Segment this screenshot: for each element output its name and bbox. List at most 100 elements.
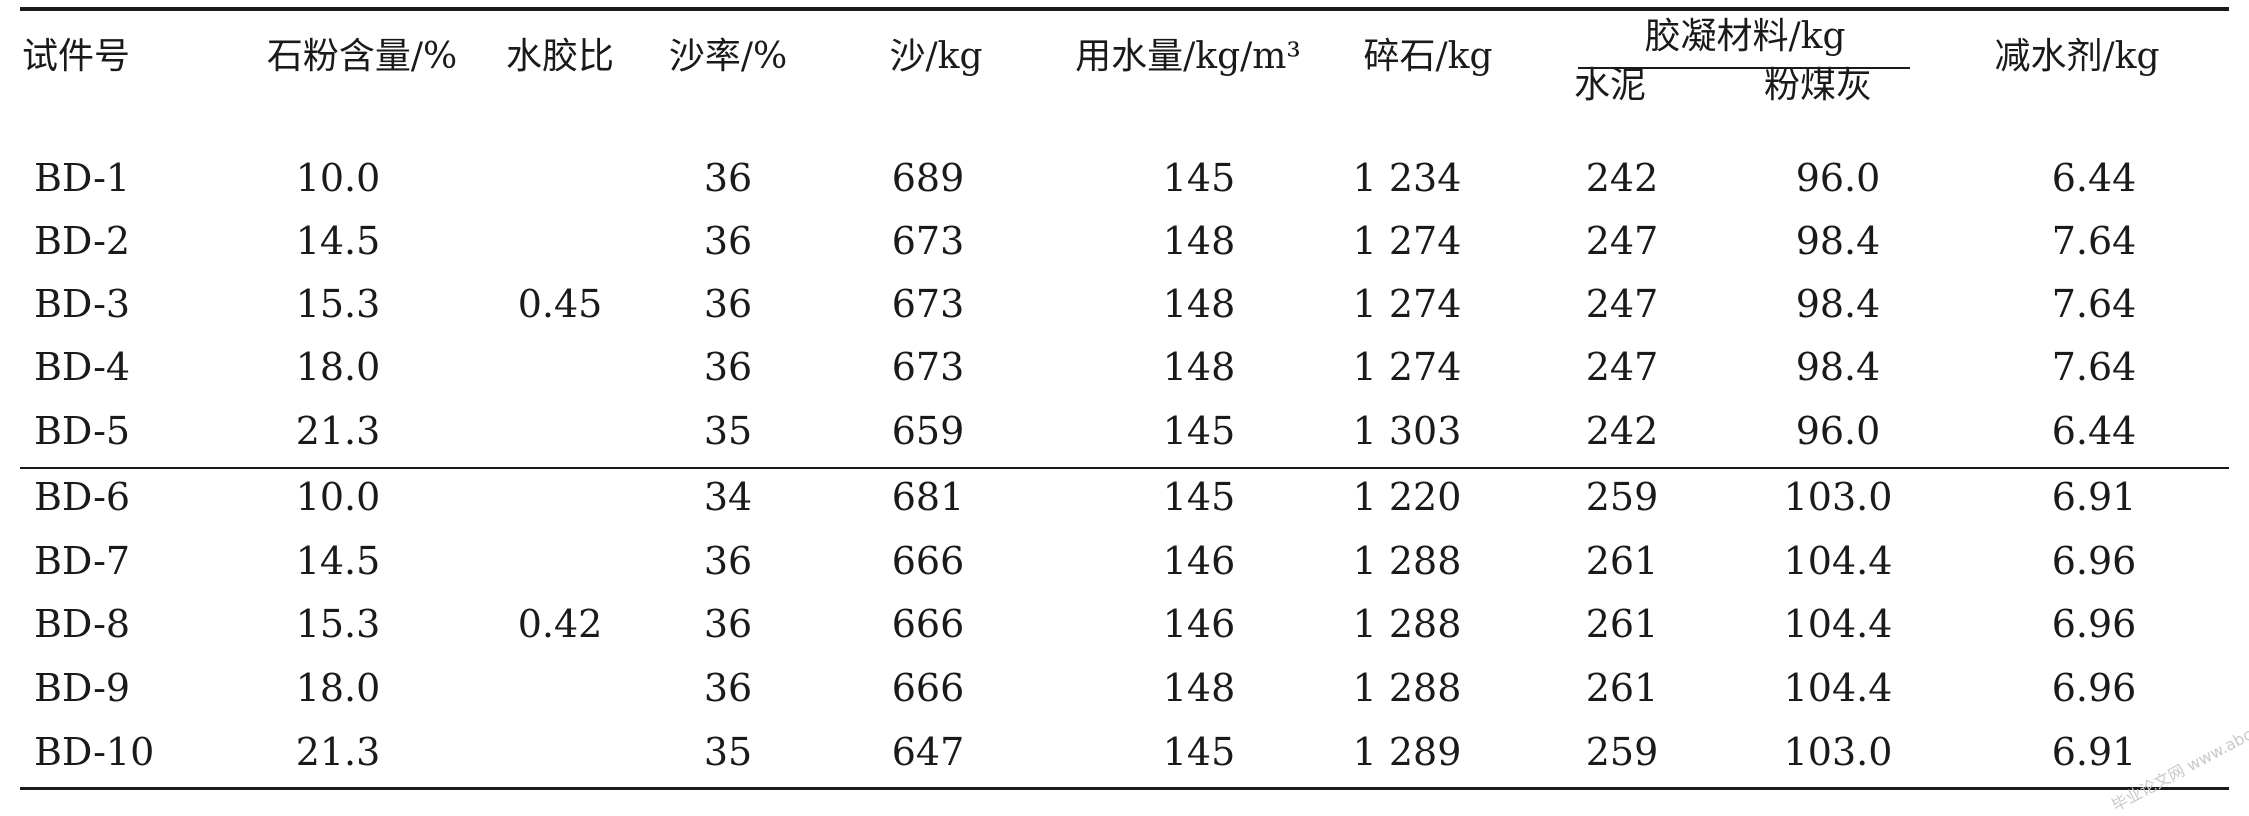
cell-cement: 259 bbox=[1585, 730, 1659, 774]
cell-gravel: 1 288 bbox=[1352, 666, 1462, 710]
cell-sand: 681 bbox=[891, 475, 965, 519]
cell-reducer: 6.96 bbox=[2051, 666, 2137, 710]
cell-water: 148 bbox=[1162, 219, 1236, 263]
cell-stone-powder: 14.5 bbox=[295, 539, 381, 583]
cell-flyash: 103.0 bbox=[1783, 730, 1893, 774]
cell-stone-powder: 21.3 bbox=[295, 730, 381, 774]
cell-sand-ratio: 35 bbox=[703, 409, 753, 453]
cell-cement: 242 bbox=[1585, 409, 1659, 453]
cell-water: 146 bbox=[1162, 602, 1236, 646]
cell-stone-powder: 18.0 bbox=[295, 666, 381, 710]
cell-specimen: BD-6 bbox=[34, 475, 131, 519]
cell-sand-ratio: 36 bbox=[703, 282, 753, 326]
cell-gravel: 1 220 bbox=[1352, 475, 1462, 519]
header-gravel: 碎石/kg bbox=[1363, 36, 1493, 77]
cell-gravel: 1 274 bbox=[1352, 282, 1462, 326]
cell-water: 145 bbox=[1162, 156, 1236, 200]
wb-ratio-group-2: 0.42 bbox=[517, 602, 603, 646]
cell-specimen: BD-1 bbox=[34, 156, 131, 200]
cell-stone-powder: 10.0 bbox=[295, 475, 381, 519]
cell-water: 145 bbox=[1162, 475, 1236, 519]
cell-reducer: 6.44 bbox=[2051, 409, 2137, 453]
cell-sand-ratio: 34 bbox=[703, 475, 753, 519]
header-stone-powder: 石粉含量/% bbox=[266, 36, 458, 77]
cell-reducer: 7.64 bbox=[2051, 345, 2137, 389]
cell-sand: 666 bbox=[891, 539, 965, 583]
cell-gravel: 1 274 bbox=[1352, 219, 1462, 263]
cell-stone-powder: 14.5 bbox=[295, 219, 381, 263]
cell-specimen: BD-3 bbox=[34, 282, 131, 326]
cell-sand-ratio: 36 bbox=[703, 666, 753, 710]
cell-water: 146 bbox=[1162, 539, 1236, 583]
cell-gravel: 1 303 bbox=[1352, 409, 1462, 453]
cell-water: 148 bbox=[1162, 666, 1236, 710]
cell-flyash: 96.0 bbox=[1795, 156, 1881, 200]
cell-cement: 261 bbox=[1585, 539, 1659, 583]
cell-gravel: 1 234 bbox=[1352, 156, 1462, 200]
cell-sand: 666 bbox=[891, 602, 965, 646]
cell-cement: 247 bbox=[1585, 219, 1659, 263]
cell-reducer: 6.96 bbox=[2051, 602, 2137, 646]
cell-sand-ratio: 36 bbox=[703, 156, 753, 200]
cell-specimen: BD-5 bbox=[34, 409, 131, 453]
cell-water: 145 bbox=[1162, 409, 1236, 453]
cell-stone-powder: 15.3 bbox=[295, 602, 381, 646]
cell-gravel: 1 288 bbox=[1352, 539, 1462, 583]
cell-water: 148 bbox=[1162, 282, 1236, 326]
cell-sand: 673 bbox=[891, 282, 965, 326]
header-water: 用水量/kg/m³ bbox=[1075, 36, 1301, 77]
cell-specimen: BD-2 bbox=[34, 219, 131, 263]
header-wb-ratio: 水胶比 bbox=[505, 36, 615, 77]
cell-water: 148 bbox=[1162, 345, 1236, 389]
cell-stone-powder: 15.3 bbox=[295, 282, 381, 326]
cell-specimen: BD-9 bbox=[34, 666, 131, 710]
table-top-rule bbox=[20, 7, 2229, 11]
cell-reducer: 6.96 bbox=[2051, 539, 2137, 583]
cell-water: 145 bbox=[1162, 730, 1236, 774]
cell-gravel: 1 274 bbox=[1352, 345, 1462, 389]
cell-cement: 261 bbox=[1585, 602, 1659, 646]
header-reducer: 减水剂/kg bbox=[1994, 36, 2160, 77]
cell-specimen: BD-10 bbox=[34, 730, 155, 774]
cell-sand: 673 bbox=[891, 219, 965, 263]
cell-specimen: BD-4 bbox=[34, 345, 131, 389]
cell-sand: 666 bbox=[891, 666, 965, 710]
cell-reducer: 7.64 bbox=[2051, 219, 2137, 263]
cell-flyash: 98.4 bbox=[1795, 345, 1881, 389]
cell-cement: 247 bbox=[1585, 345, 1659, 389]
wb-ratio-group-1: 0.45 bbox=[517, 282, 603, 326]
header-flyash: 粉煤灰 bbox=[1763, 65, 1873, 106]
cell-stone-powder: 21.3 bbox=[295, 409, 381, 453]
cell-cement: 261 bbox=[1585, 666, 1659, 710]
cell-sand: 673 bbox=[891, 345, 965, 389]
cell-flyash: 104.4 bbox=[1783, 602, 1893, 646]
cell-specimen: BD-8 bbox=[34, 602, 131, 646]
cell-gravel: 1 289 bbox=[1352, 730, 1462, 774]
cell-cement: 242 bbox=[1585, 156, 1659, 200]
header-sand: 沙/kg bbox=[889, 36, 983, 77]
cell-flyash: 96.0 bbox=[1795, 409, 1881, 453]
cell-stone-powder: 10.0 bbox=[295, 156, 381, 200]
cell-flyash: 98.4 bbox=[1795, 219, 1881, 263]
cell-sand-ratio: 35 bbox=[703, 730, 753, 774]
table-bottom-rule bbox=[20, 787, 2229, 790]
cell-reducer: 6.91 bbox=[2051, 475, 2137, 519]
cell-reducer: 6.44 bbox=[2051, 156, 2137, 200]
cell-sand-ratio: 36 bbox=[703, 539, 753, 583]
cell-cement: 259 bbox=[1585, 475, 1659, 519]
table-section-rule bbox=[20, 467, 2229, 469]
header-specimen: 试件号 bbox=[22, 36, 131, 77]
cell-sand: 689 bbox=[891, 156, 965, 200]
cell-reducer: 7.64 bbox=[2051, 282, 2137, 326]
header-sand-ratio: 沙率/% bbox=[668, 36, 788, 77]
cell-sand: 659 bbox=[891, 409, 965, 453]
cell-sand: 647 bbox=[891, 730, 965, 774]
group-header-rule bbox=[1578, 67, 1910, 69]
cell-flyash: 104.4 bbox=[1783, 539, 1893, 583]
header-binder-group: 胶凝材料/kg bbox=[1644, 16, 1846, 57]
cell-sand-ratio: 36 bbox=[703, 602, 753, 646]
cell-specimen: BD-7 bbox=[34, 539, 131, 583]
cell-sand-ratio: 36 bbox=[703, 219, 753, 263]
cell-flyash: 103.0 bbox=[1783, 475, 1893, 519]
